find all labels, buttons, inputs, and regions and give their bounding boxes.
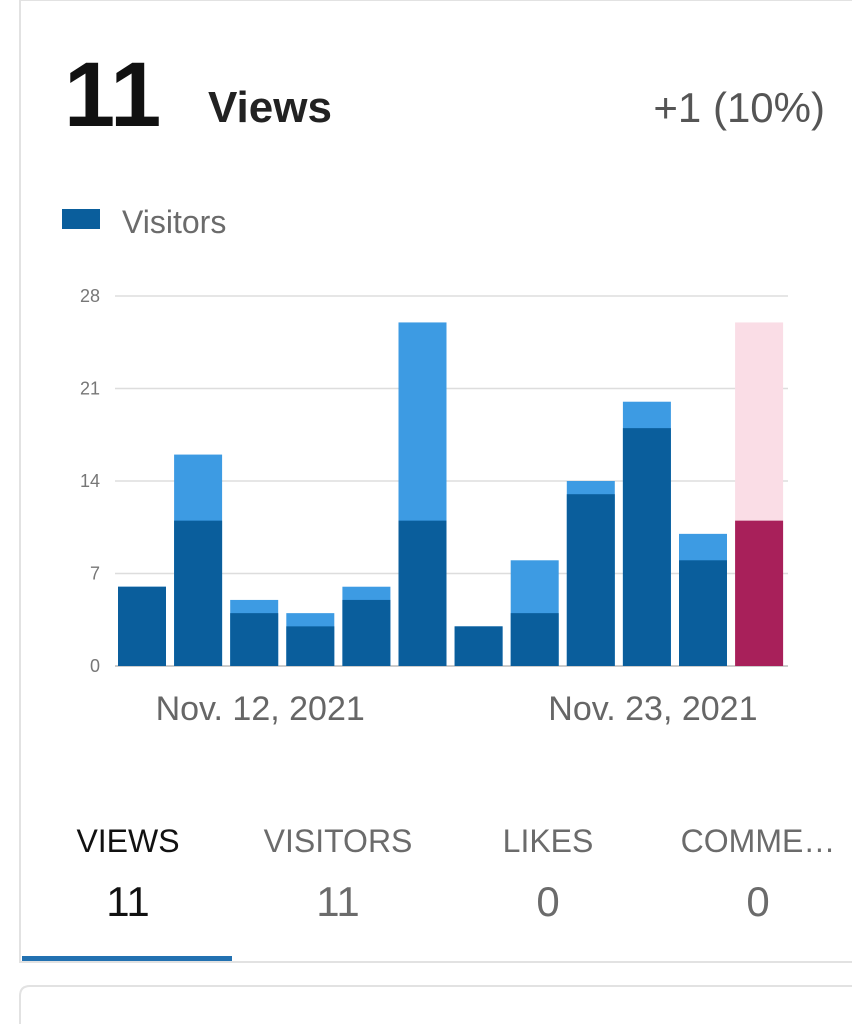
bar[interactable] — [454, 626, 503, 666]
tab-label[interactable]: COMME… — [681, 823, 836, 859]
tab-value[interactable]: 0 — [536, 878, 559, 925]
next-card — [19, 985, 852, 1024]
change: +1 (10%) — [653, 84, 825, 131]
legend-swatch — [62, 209, 100, 229]
tab-value[interactable]: 11 — [106, 878, 150, 925]
bar[interactable] — [735, 520, 784, 666]
bar[interactable] — [174, 520, 223, 666]
bar[interactable] — [286, 626, 335, 666]
total-label: Views — [208, 83, 332, 132]
y-tick-label: 7 — [90, 564, 100, 584]
chart: Visitors 0 7 14 21 28 Nov. 12, 2021 Nov. 23, 20… — [62, 204, 788, 728]
y-tick-label: 21 — [80, 379, 100, 399]
tab-indicator — [22, 956, 232, 961]
bar[interactable] — [510, 613, 559, 666]
bar[interactable] — [679, 560, 727, 666]
bar[interactable] — [566, 494, 615, 666]
x-tick-label: Nov. 23, 2021 — [548, 690, 757, 728]
y-tick-label: 14 — [80, 471, 100, 491]
y-tick-label: 28 — [80, 286, 100, 306]
bar[interactable] — [398, 520, 447, 666]
tab-value[interactable]: 0 — [746, 878, 769, 925]
bar[interactable] — [118, 586, 166, 666]
x-tick-label: Nov. 12, 2021 — [156, 690, 365, 728]
total: 11 — [64, 44, 161, 146]
bar[interactable] — [622, 428, 671, 666]
card-border — [19, 0, 852, 963]
legend-label: Visitors — [122, 204, 226, 240]
tab-value[interactable]: 11 — [316, 878, 360, 925]
tab-label[interactable]: VISITORS — [264, 823, 413, 859]
tab-label[interactable]: LIKES — [503, 823, 594, 859]
y-tick-label: 0 — [90, 656, 100, 676]
bar[interactable] — [342, 599, 391, 666]
tab-label[interactable]: VIEWS — [76, 823, 179, 859]
tabs: VIEWS 11 VISITORS 11 LIKES 0 COMME… 0 — [22, 823, 835, 961]
bar[interactable] — [230, 613, 279, 666]
